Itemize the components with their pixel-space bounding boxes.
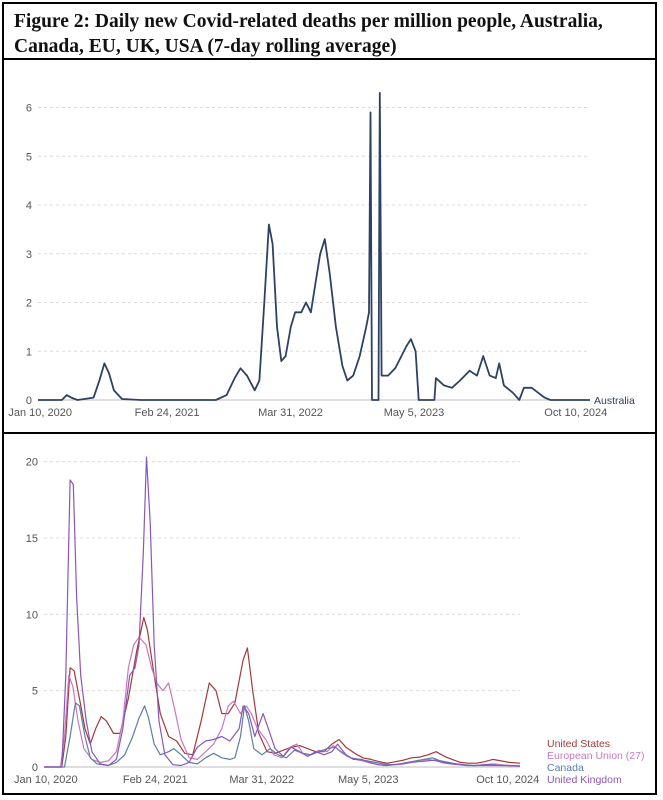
x-tick-label: Feb 24, 2021 (135, 407, 200, 419)
title-box: Figure 2: Daily new Covid-related deaths… (2, 2, 657, 60)
x-tick-label: Mar 31, 2022 (229, 774, 294, 786)
y-tick-label: 6 (26, 103, 32, 115)
series-line-united-states (44, 616, 521, 768)
y-tick-label: 10 (26, 609, 38, 621)
y-tick-label: 15 (26, 533, 38, 545)
series-label: United Kingdom (547, 774, 622, 786)
series-line-australia (38, 92, 590, 401)
y-tick-label: 5 (32, 686, 38, 698)
panel-australia: 0 1 2 3 4 5 6 Jan 10, 2020 Feb 24, 2021 Mar 31, 2… (2, 58, 657, 434)
x-tick-label: May 5, 2023 (384, 407, 445, 419)
series-label: United States (547, 738, 610, 750)
x-tick-label: Oct 10, 2024 (476, 774, 539, 786)
series-label: European Union (27) (547, 750, 644, 762)
x-tick-label: Oct 10, 2024 (544, 407, 607, 419)
series-line-united-kingdom (44, 456, 521, 768)
series-line-european-union-27 (44, 636, 520, 768)
y-tick-label: 2 (26, 298, 32, 310)
figure-title: Figure 2: Daily new Covid-related deaths… (14, 11, 603, 57)
y-tick-label: 0 (26, 395, 32, 407)
y-tick-label: 0 (32, 762, 38, 774)
panel-comparison: 0 5 10 15 20 Jan 10, 2020 Feb 24, 2021 Mar 31, … (2, 432, 657, 795)
series-label: Canada (547, 762, 584, 774)
x-tick-label: May 5, 2023 (338, 774, 399, 786)
x-tick-label: Jan 10, 2020 (8, 407, 72, 419)
y-tick-label: 3 (26, 249, 32, 261)
x-tick-label: Jan 10, 2020 (14, 774, 78, 786)
y-tick-label: 20 (26, 457, 38, 469)
series-label: Australia (594, 395, 635, 407)
series-line-canada (44, 702, 521, 768)
x-tick-label: Feb 24, 2021 (123, 774, 188, 786)
y-tick-label: 4 (26, 200, 32, 212)
y-tick-label: 5 (26, 151, 32, 163)
x-tick-label: Mar 31, 2022 (258, 407, 323, 419)
chart-comparison: 0 5 10 15 20 Jan 10, 2020 Feb 24, 2021 Mar 31, … (14, 456, 644, 786)
chart-australia: 0 1 2 3 4 5 6 Jan 10, 2020 Feb 24, 2021 Mar 31, 2… (8, 92, 635, 419)
y-tick-label: 1 (26, 346, 32, 358)
